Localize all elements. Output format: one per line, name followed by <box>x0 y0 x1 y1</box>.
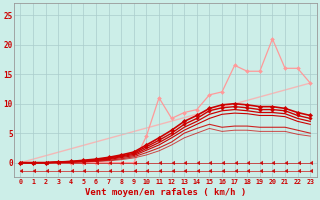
X-axis label: Vent moyen/en rafales ( km/h ): Vent moyen/en rafales ( km/h ) <box>85 188 246 197</box>
